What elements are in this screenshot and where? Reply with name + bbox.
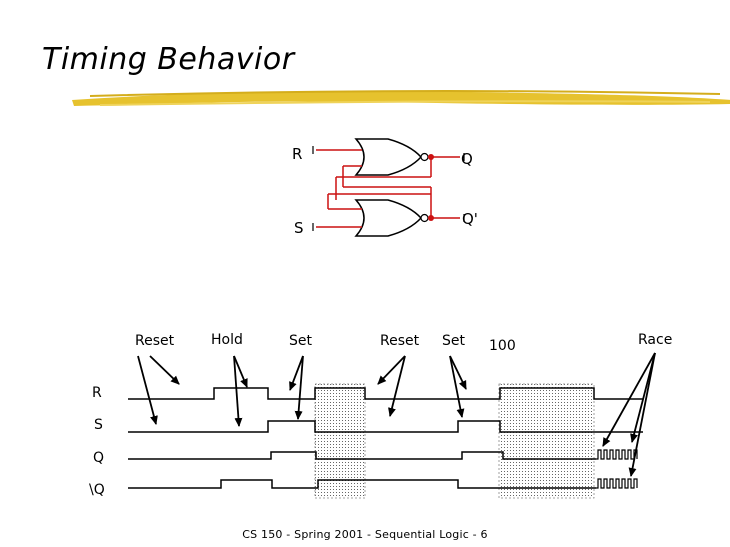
annotation-set-1: Set (289, 333, 312, 349)
annotation-hold: Hold (211, 332, 243, 348)
annotation-set-2: Set (442, 333, 465, 349)
annotation-100: 100 (489, 338, 516, 354)
slide-title: Timing Behavior (42, 42, 295, 77)
circuit-input-r-label: R (292, 145, 303, 163)
circuit-output-q-bar-label: Q' (462, 210, 478, 228)
waveform-r (128, 387, 640, 400)
waveform-q-bar (128, 479, 596, 489)
signal-label-q-bar: \Q (89, 482, 105, 498)
race-oscillation-q-bar (596, 478, 638, 489)
circuit-input-s-label: S (294, 219, 304, 237)
nor-gate-bottom (354, 199, 429, 237)
title-underline (72, 90, 730, 106)
waveform-s (128, 420, 640, 433)
annotation-reset-2: Reset (380, 333, 420, 349)
signal-label-q: Q (93, 450, 105, 466)
race-oscillation-q (596, 449, 638, 460)
circuit-wires (316, 149, 460, 228)
waveforms (128, 387, 643, 489)
annotation-race: Race (638, 332, 673, 348)
nor-latch-circuit (312, 138, 465, 237)
circuit-output-q-label: Q (461, 150, 473, 168)
shaded-regions (314, 383, 595, 499)
slide-footer: CS 150 - Spring 2001 - Sequential Logic … (242, 528, 488, 541)
signal-label-r: R (92, 385, 102, 401)
waveform-q (128, 451, 596, 460)
signal-label-s: S (94, 417, 103, 433)
annotation-arrows (137, 352, 656, 477)
annotation-reset-1: Reset (135, 333, 175, 349)
nor-gate-top (354, 138, 429, 176)
